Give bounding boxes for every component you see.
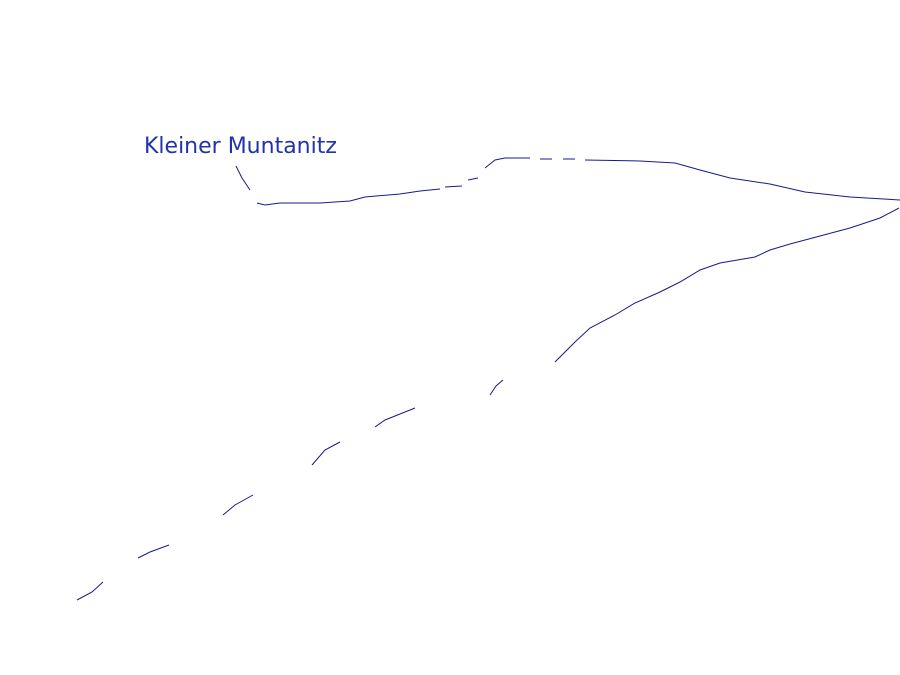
ridge-segment xyxy=(554,207,900,363)
ridge-segment xyxy=(256,188,441,206)
ridge-segment xyxy=(374,407,416,428)
ridge-segment xyxy=(76,581,104,601)
ridge-lower xyxy=(76,207,900,601)
ridge-segment xyxy=(222,494,254,516)
ridge-segment xyxy=(484,157,530,169)
ridge-segment xyxy=(444,185,463,188)
ridge-segment xyxy=(467,177,479,181)
ridge-segment xyxy=(584,159,900,201)
ridge-upper xyxy=(256,157,900,206)
ridge-segment xyxy=(489,379,504,396)
ridge-segment xyxy=(311,441,341,466)
ridge-segment xyxy=(137,544,170,559)
peak-label: Kleiner Muntanitz xyxy=(144,134,337,159)
leader-line xyxy=(235,165,251,191)
